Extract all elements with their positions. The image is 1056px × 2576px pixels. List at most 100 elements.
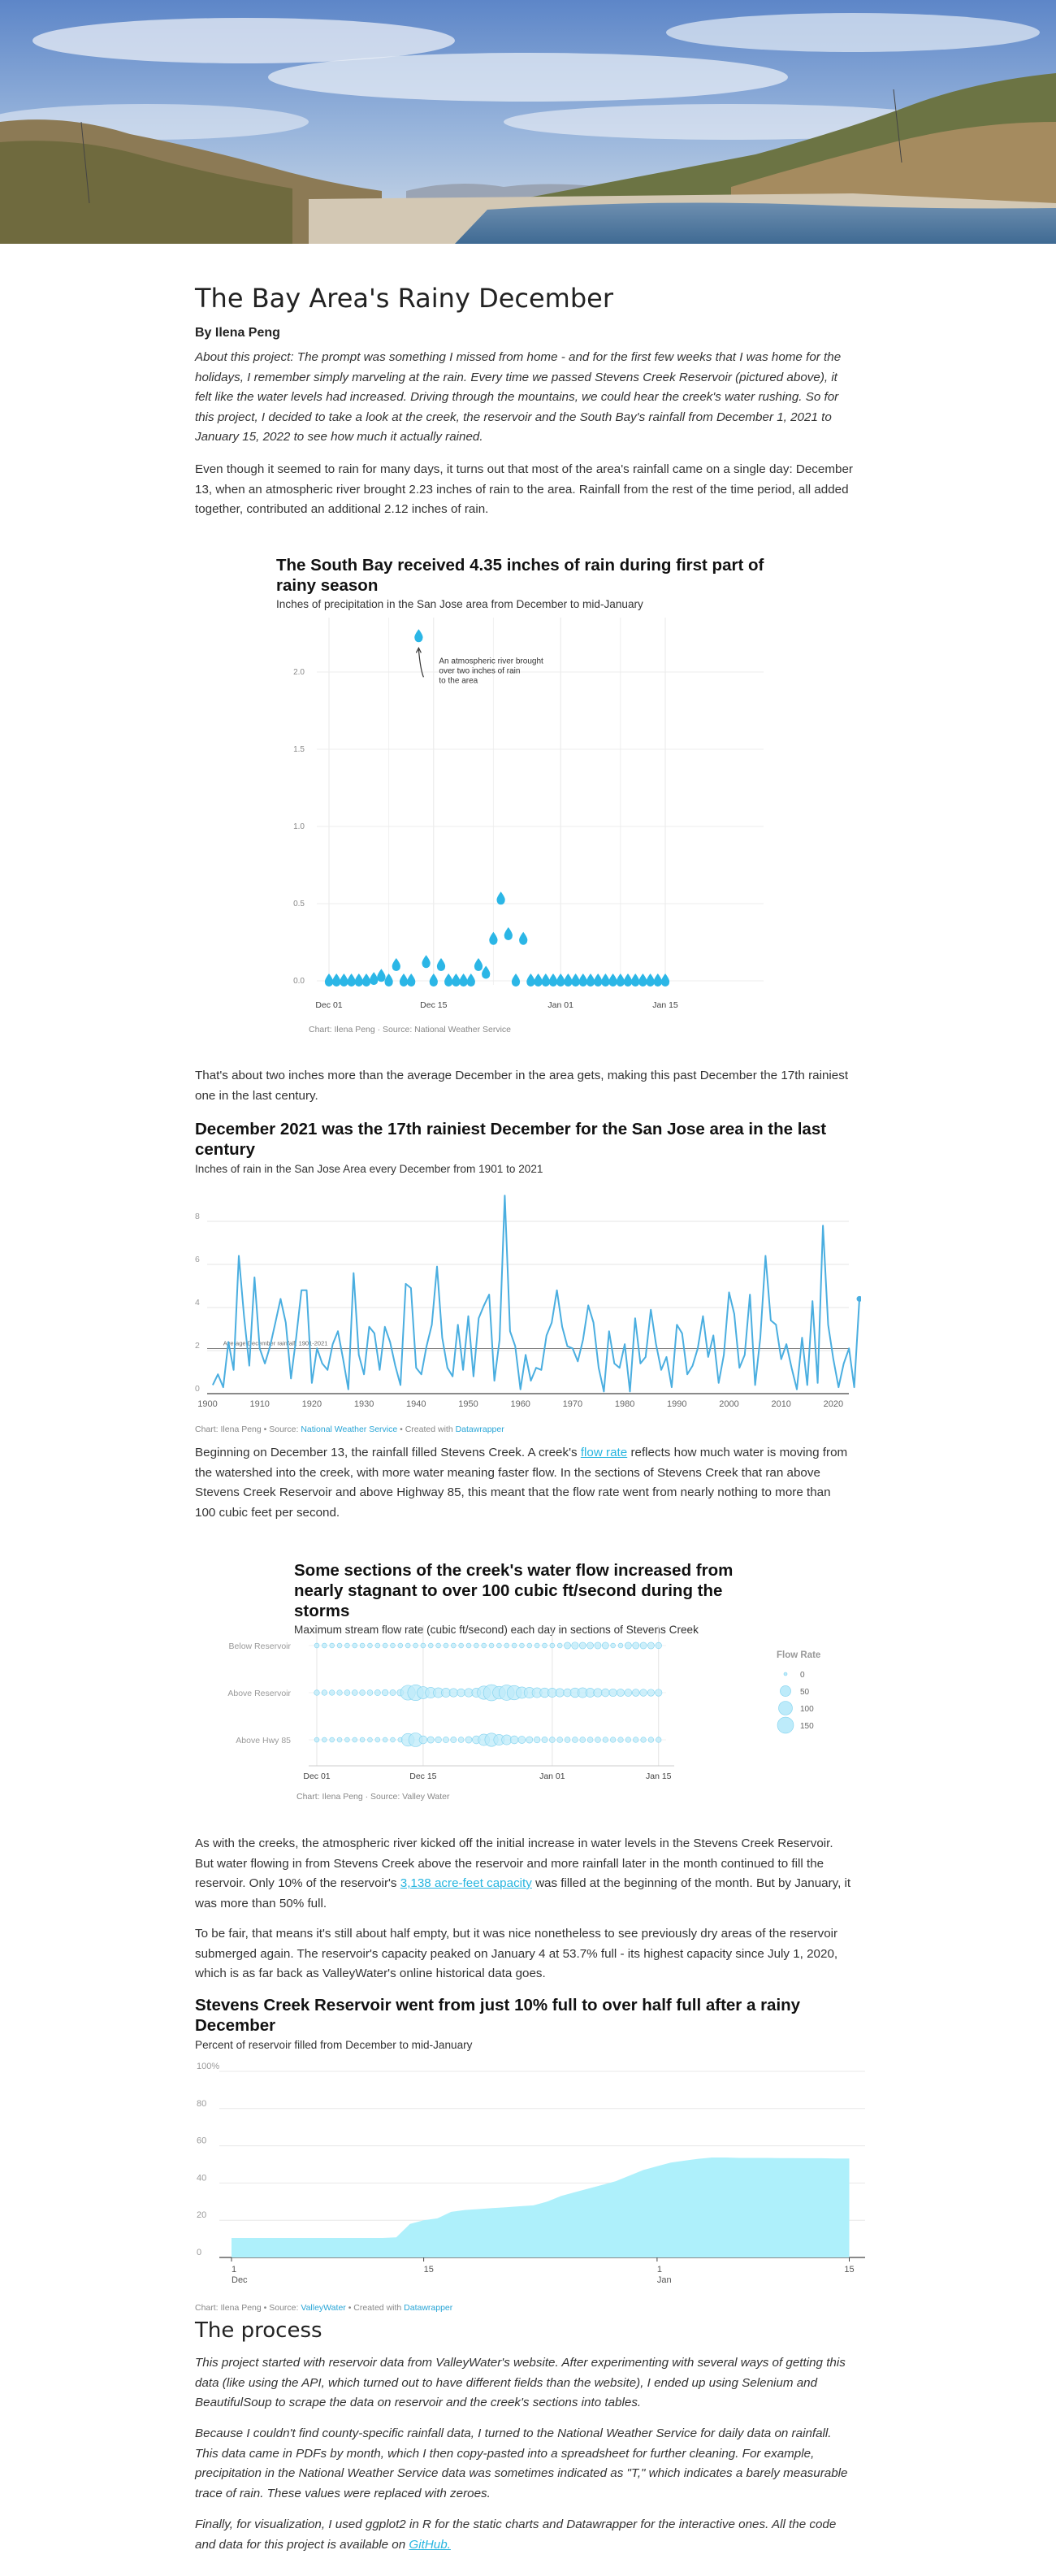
chart-2-x-tick: 1920 — [302, 1399, 322, 1409]
chart-3-bubble — [435, 1736, 442, 1744]
chart-4-area — [232, 2158, 850, 2257]
chart-1-title: The South Bay received 4.35 inches of ra… — [276, 556, 764, 595]
chart-3-bubble — [481, 1642, 487, 1649]
chart-3-bubble — [509, 1735, 519, 1745]
chart-3-legend-bubble — [780, 1685, 791, 1697]
chart-2-source-link[interactable]: National Weather Service — [301, 1425, 398, 1434]
chart-3-bubble — [382, 1737, 388, 1743]
chart-3-bubble — [382, 1689, 389, 1697]
chart-3-bubble — [390, 1642, 396, 1649]
chart-1-raindrop — [616, 974, 625, 987]
chart-4-source-link[interactable]: ValleyWater — [301, 2303, 346, 2313]
chart-1-raindrop — [354, 974, 363, 987]
chart-3-bubble — [534, 1736, 541, 1744]
chart-3-bubble — [420, 1642, 426, 1649]
chart-3-bubble — [595, 1737, 601, 1743]
paragraph-2: That's about two inches more than the av… — [195, 1069, 849, 1103]
paragraph-3: Beginning on December 13, the rainfall f… — [195, 1446, 848, 1520]
paragraph-1: Even though it seemed to rain for many d… — [195, 462, 853, 516]
intro-paragraph: About this project: The prompt was somet… — [195, 350, 842, 444]
chart-1-raindrop — [392, 958, 400, 971]
chart-3-row-label: Above Reservoir — [227, 1689, 291, 1698]
chart-1-raindrop — [489, 931, 498, 945]
chart-3-bubble — [647, 1689, 655, 1697]
chart-3-bubble — [593, 1688, 603, 1698]
chart-4-y-tick: 80 — [197, 2099, 206, 2109]
chart-2-datawrapper-link[interactable]: Datawrapper — [455, 1425, 504, 1434]
process-paragraph-3: Finally, for visualization, I used ggplo… — [195, 2517, 837, 2552]
chart-3-bubble — [336, 1737, 343, 1743]
chart-2-plot: 0 2 4 6 8 1900 1910 1920 1930 1940 1950 1960 1970 198… — [195, 1195, 861, 1409]
chart-4-datawrapper-link[interactable]: Datawrapper — [404, 2303, 453, 2313]
chart-1-raindrop — [646, 974, 655, 987]
chart-3-bubble — [367, 1642, 373, 1649]
chart-3-bubble — [526, 1736, 534, 1744]
chart-3-bubble — [601, 1641, 609, 1650]
chart-3-bubble — [450, 1737, 457, 1743]
chart-1-annotation-arrow — [418, 649, 424, 678]
chart-3-bubble — [647, 1641, 655, 1650]
chart-3-bubble — [519, 1642, 525, 1649]
chart-3-bubble — [314, 1642, 320, 1649]
chart-4-x-tick: 15 — [844, 2265, 854, 2275]
chart-4-x-tick: 1 — [657, 2265, 662, 2275]
paragraph-4: As with the creeks, the atmospheric rive… — [195, 1837, 851, 1910]
chart-3-bubble — [549, 1642, 556, 1649]
chart-1-raindrop — [407, 974, 416, 987]
chart-1-x-tick: Dec 15 — [420, 1000, 447, 1010]
chart-1-raindrop — [370, 972, 379, 986]
chart-2-title: December 2021 was the 17th rainiest Dece… — [195, 1120, 827, 1159]
chart-2-x-tick: 2010 — [771, 1399, 790, 1409]
chart-1-raindrop — [638, 974, 647, 987]
chart-4-y-tick: 100% — [197, 2062, 219, 2071]
github-link[interactable]: GitHub. — [409, 2537, 451, 2552]
chart-3-bubble — [572, 1737, 578, 1743]
chart-1-raindrop — [556, 974, 565, 987]
chart-1-annotation: to the area — [439, 676, 478, 685]
chart-1-raindrop — [422, 955, 431, 969]
chart-1-raindrop — [594, 974, 603, 987]
chart-2-last-point — [856, 1295, 861, 1302]
chart-3-bubble — [336, 1689, 343, 1696]
chart-3-plot: Dec 01 Dec 15 Jan 01 Jan 15 Below Reservoir A… — [227, 1625, 820, 1780]
chart-1-raindrop — [548, 974, 558, 987]
chart-3-bubble — [314, 1689, 320, 1696]
chart-1-y-tick: 1.0 — [293, 822, 305, 831]
chart-1-raindrop — [608, 974, 617, 987]
chart-1-x-tick: Dec 01 — [315, 1000, 342, 1010]
chart-1-raindrop — [324, 974, 334, 987]
chart-4-x-tick-month: Jan — [657, 2275, 672, 2285]
chart-3-bubble — [639, 1689, 647, 1697]
chart-3-bubble — [428, 1642, 434, 1649]
chart-4-x-tick-month: Dec — [232, 2275, 248, 2285]
chart-1-raindrop — [631, 974, 640, 987]
chart-1-raindrop — [496, 891, 505, 905]
byline: By Ilena Peng — [195, 326, 280, 340]
chart-2-x-tick: 1950 — [458, 1399, 478, 1409]
chart-3-row-label: Below Reservoir — [229, 1641, 292, 1651]
capacity-link[interactable]: 3,138 acre-feet capacity — [400, 1876, 532, 1890]
chart-3-bubble — [359, 1737, 366, 1743]
chart-2-series-line — [212, 1195, 860, 1393]
chart-1-annotation: An atmospheric river brought — [439, 657, 543, 666]
process-paragraph-2: Because I couldn't find county-specific … — [195, 2426, 848, 2500]
chart-3-bubble — [314, 1737, 320, 1743]
chart-3-bubble — [359, 1689, 366, 1696]
chart-3-bubble — [594, 1641, 602, 1650]
chart-1-y-tick: 0.0 — [293, 977, 305, 986]
chart-3-bubble — [555, 1688, 565, 1698]
chart-3-bubble — [608, 1688, 617, 1698]
chart-3-bubble — [655, 1689, 663, 1697]
chart-1-y-tick: 2.0 — [293, 668, 305, 677]
chart-3-bubble — [617, 1737, 624, 1743]
chart-3-bubble — [367, 1737, 373, 1743]
chart-3-bubble — [448, 1688, 458, 1698]
chart-2-y-tick: 8 — [195, 1212, 200, 1221]
chart-1-y-tick: 0.5 — [293, 900, 305, 909]
flow-rate-link[interactable]: flow rate — [580, 1446, 628, 1459]
chart-3-bubble — [656, 1737, 662, 1743]
chart-3-bubble — [336, 1642, 343, 1649]
chart-3-x-tick: Jan 01 — [539, 1772, 565, 1780]
chart-2-x-tick: 2000 — [719, 1399, 738, 1409]
chart-3-bubble — [413, 1642, 418, 1649]
